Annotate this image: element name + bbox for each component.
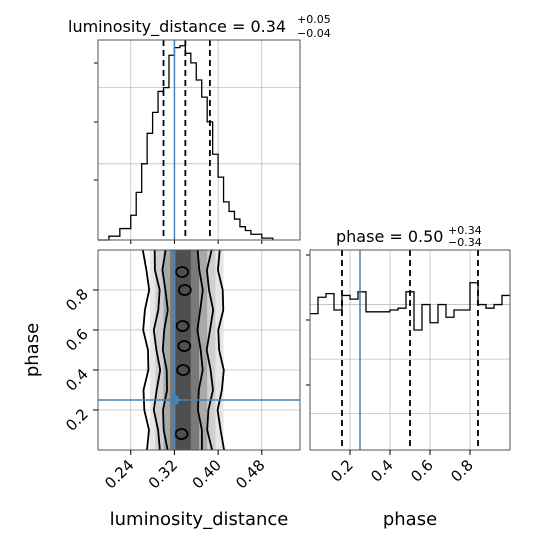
lum-dist-marginal-frame: [98, 40, 300, 240]
joint-xtick-label-0: 0.24: [101, 456, 137, 492]
joint-contour-island-5: [174, 428, 189, 440]
joint-contour-island-1: [175, 266, 189, 278]
joint-ytick-label-0: 0.2: [62, 405, 92, 435]
joint-ytick-label-3: 0.8: [62, 285, 92, 315]
phase-xtick-label-3: 0.8: [447, 456, 477, 486]
joint-contour-2: [161, 250, 169, 450]
lum-dist-title: luminosity_distance = 0.34: [68, 17, 286, 37]
joint-x-ticks: 0.24 0.32 0.40 0.48: [101, 450, 269, 492]
joint-xtick-label-1: 0.32: [145, 456, 181, 492]
phase-marginal-border: [309, 249, 511, 451]
joint-contour-island-2: [177, 284, 192, 296]
phase-marginal-ticks: [306, 254, 310, 386]
lum-dist-title-value: 0.34: [250, 17, 286, 36]
joint-contour-4: [205, 250, 215, 450]
joint-density-contours: [141, 250, 225, 450]
phase-xtick-label-1: 0.4: [367, 456, 397, 486]
lum-dist-title-plus: +0.05: [297, 13, 331, 26]
lum-dist-title-minus: −0.04: [297, 27, 331, 40]
phase-title-name: phase: [336, 227, 384, 246]
phase-xtick-label-2: 0.6: [407, 456, 437, 486]
phase-title-value: 0.50: [408, 227, 444, 246]
phase-quantile-lines: [341, 250, 479, 450]
joint-contour-0: [141, 250, 151, 450]
x-axis-label-phase: phase: [383, 509, 437, 530]
joint-density-border: [97, 249, 301, 451]
lum-dist-marginal-border: [97, 39, 301, 241]
joint-density-panel: 0.24 0.32 0.40 0.48 0.2 0.4 0.6 0.8 luminosity…: [22, 249, 301, 530]
joint-ytick-label-2: 0.6: [62, 325, 92, 355]
lum-dist-quantile-lines: [162, 40, 211, 240]
lum-dist-histogram-step: [98, 45, 274, 241]
phase-title-plus: +0.34: [448, 224, 482, 237]
y-axis-label-phase: phase: [22, 323, 43, 377]
joint-contour-1: [152, 250, 162, 450]
phase-x-ticks: 0.2 0.4 0.6 0.8: [327, 450, 477, 486]
phase-marginal-panel: 0.2 0.4 0.6 0.8 phase phase = 0.50 +0.34 −0…: [306, 224, 511, 530]
joint-sample-point: [137, 328, 140, 330]
joint-contour-island-4: [176, 364, 191, 376]
lum-dist-title-name: luminosity_distance: [68, 17, 227, 37]
joint-sample-point: [145, 369, 148, 372]
phase-xtick-label-0: 0.2: [327, 456, 357, 486]
joint-ytick-label-1: 0.4: [62, 365, 92, 395]
joint-truth-marker: [169, 395, 180, 405]
lum-dist-marginal-panel: luminosity_distance = 0.34 +0.05 −0.04: [68, 13, 331, 244]
phase-marginal-grid: [310, 250, 510, 450]
joint-contour-island-0: [175, 320, 190, 332]
phase-title-minus: −0.34: [448, 236, 482, 249]
joint-y-ticks: 0.2 0.4 0.6 0.8: [62, 285, 98, 435]
x-axis-label-luminosity-distance: luminosity_distance: [110, 509, 289, 530]
joint-contour-island-3: [177, 340, 192, 352]
joint-contour-3: [196, 250, 204, 450]
joint-xtick-label-3: 0.48: [232, 456, 268, 492]
lum-dist-marginal-ticks: [94, 62, 263, 244]
joint-contour-5: [216, 250, 225, 450]
joint-xtick-label-2: 0.40: [189, 456, 225, 492]
phase-title: phase = 0.50: [336, 227, 443, 246]
